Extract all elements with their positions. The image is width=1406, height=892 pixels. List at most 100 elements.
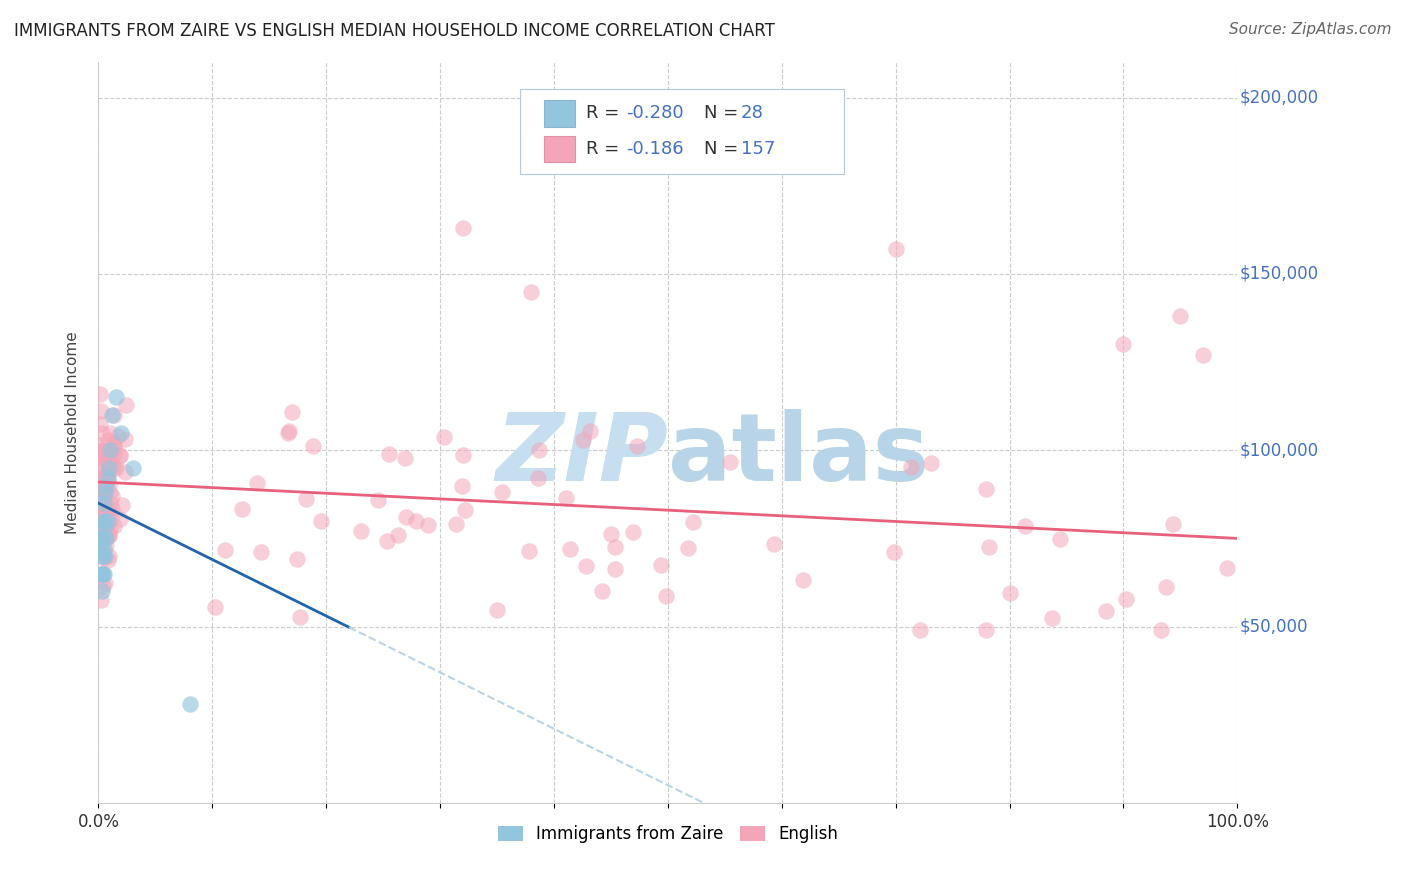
Point bbox=[517, 543, 540, 558]
Text: $50,000: $50,000 bbox=[1240, 617, 1308, 635]
Point bbox=[93, 551, 115, 566]
Point bbox=[718, 455, 741, 469]
Point bbox=[91, 508, 114, 522]
Point bbox=[97, 461, 120, 475]
Point bbox=[91, 566, 114, 581]
Point bbox=[454, 503, 477, 517]
Point bbox=[179, 697, 201, 711]
Point bbox=[91, 475, 114, 490]
Point bbox=[101, 458, 124, 472]
Point bbox=[90, 541, 112, 556]
Point bbox=[93, 492, 115, 507]
Point bbox=[89, 482, 111, 496]
Point bbox=[90, 566, 112, 581]
Point bbox=[96, 514, 118, 528]
Text: R =: R = bbox=[586, 140, 626, 158]
Point bbox=[204, 600, 226, 615]
Point bbox=[89, 474, 111, 488]
Point bbox=[900, 459, 922, 474]
Point bbox=[682, 515, 704, 529]
Point bbox=[90, 474, 112, 488]
Point bbox=[277, 424, 299, 438]
Point bbox=[288, 610, 311, 624]
Point bbox=[110, 448, 132, 462]
Point bbox=[114, 465, 136, 479]
Point bbox=[1112, 337, 1135, 351]
Point bbox=[110, 425, 132, 440]
Point bbox=[101, 408, 124, 422]
Point bbox=[91, 549, 114, 563]
Point bbox=[575, 558, 598, 573]
Point bbox=[90, 566, 112, 581]
Point bbox=[763, 537, 786, 551]
Point bbox=[94, 510, 117, 524]
Point bbox=[1154, 580, 1177, 594]
Point bbox=[96, 508, 118, 523]
Point bbox=[97, 473, 120, 487]
Point bbox=[94, 499, 117, 513]
Point bbox=[89, 491, 111, 506]
Point bbox=[98, 455, 121, 469]
Point bbox=[654, 589, 676, 603]
Point bbox=[107, 429, 129, 443]
Point bbox=[91, 443, 114, 458]
Point bbox=[485, 603, 508, 617]
Point bbox=[97, 553, 120, 567]
Text: Source: ZipAtlas.com: Source: ZipAtlas.com bbox=[1229, 22, 1392, 37]
Point bbox=[98, 448, 121, 462]
Point bbox=[108, 511, 131, 525]
Point bbox=[94, 485, 117, 500]
Point bbox=[650, 558, 672, 572]
Text: -0.280: -0.280 bbox=[626, 104, 683, 122]
Point bbox=[560, 541, 582, 556]
Point bbox=[96, 519, 118, 533]
Point bbox=[90, 447, 112, 461]
Point bbox=[676, 541, 699, 555]
Point bbox=[90, 449, 112, 463]
Point bbox=[90, 593, 112, 607]
Text: -0.186: -0.186 bbox=[626, 140, 683, 158]
Point bbox=[90, 492, 112, 507]
Point bbox=[908, 624, 931, 638]
Point bbox=[94, 453, 117, 467]
Point bbox=[920, 456, 942, 470]
Point bbox=[98, 478, 121, 492]
Point bbox=[90, 584, 112, 599]
Point bbox=[277, 425, 299, 440]
Text: $100,000: $100,000 bbox=[1240, 442, 1319, 459]
Point bbox=[93, 516, 115, 530]
Point bbox=[98, 496, 121, 510]
Point bbox=[97, 529, 120, 543]
Point bbox=[246, 475, 269, 490]
Text: atlas: atlas bbox=[668, 409, 929, 500]
Point bbox=[579, 424, 602, 438]
Point bbox=[89, 417, 111, 432]
Point bbox=[90, 532, 112, 546]
Point bbox=[96, 530, 118, 544]
Point bbox=[387, 528, 409, 542]
Point bbox=[104, 390, 127, 404]
Point bbox=[450, 479, 472, 493]
Point bbox=[295, 492, 318, 507]
Point bbox=[114, 432, 136, 446]
Point bbox=[89, 494, 111, 508]
Point bbox=[91, 532, 114, 546]
Point bbox=[1150, 623, 1173, 637]
Point bbox=[1095, 604, 1118, 618]
Point bbox=[93, 496, 115, 510]
Point bbox=[103, 437, 125, 451]
Point bbox=[1161, 516, 1184, 531]
Point bbox=[94, 520, 117, 534]
Point bbox=[444, 516, 467, 531]
Point bbox=[395, 510, 418, 524]
Text: IMMIGRANTS FROM ZAIRE VS ENGLISH MEDIAN HOUSEHOLD INCOME CORRELATION CHART: IMMIGRANTS FROM ZAIRE VS ENGLISH MEDIAN … bbox=[14, 22, 775, 40]
Point bbox=[93, 521, 115, 535]
Point bbox=[111, 498, 134, 512]
Point bbox=[96, 471, 118, 485]
Point bbox=[350, 524, 373, 538]
Text: $200,000: $200,000 bbox=[1240, 88, 1319, 107]
Point bbox=[555, 491, 578, 506]
Point bbox=[103, 408, 125, 422]
Point bbox=[527, 442, 550, 457]
Point bbox=[214, 542, 236, 557]
